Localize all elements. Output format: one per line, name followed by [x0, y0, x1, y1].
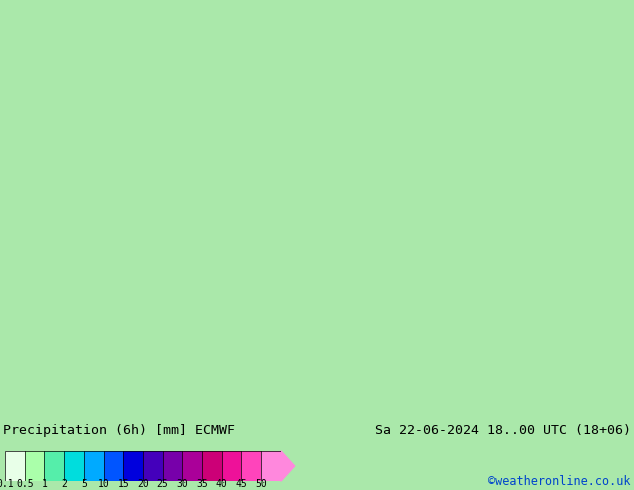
Text: 10: 10 — [98, 479, 110, 490]
Text: 0.5: 0.5 — [16, 479, 34, 490]
Text: 30: 30 — [176, 479, 188, 490]
Text: 50: 50 — [256, 479, 267, 490]
Text: 0.1: 0.1 — [0, 479, 14, 490]
Bar — [25, 451, 44, 481]
Bar — [261, 451, 281, 481]
Text: 1: 1 — [42, 479, 48, 490]
Bar — [84, 451, 103, 481]
Bar — [5, 451, 25, 481]
Text: 15: 15 — [117, 479, 129, 490]
Bar — [103, 451, 123, 481]
Text: ©weatheronline.co.uk: ©weatheronline.co.uk — [488, 474, 631, 488]
Bar — [183, 451, 202, 481]
Bar — [242, 451, 261, 481]
Text: Precipitation (6h) [mm] ECMWF: Precipitation (6h) [mm] ECMWF — [3, 424, 235, 437]
Text: 40: 40 — [216, 479, 228, 490]
Polygon shape — [281, 451, 295, 481]
Text: 35: 35 — [196, 479, 208, 490]
Text: 5: 5 — [81, 479, 87, 490]
Text: Sa 22-06-2024 18..00 UTC (18+06): Sa 22-06-2024 18..00 UTC (18+06) — [375, 424, 631, 437]
Text: 45: 45 — [236, 479, 247, 490]
Bar — [163, 451, 183, 481]
Bar — [202, 451, 222, 481]
Bar — [123, 451, 143, 481]
Text: 20: 20 — [137, 479, 149, 490]
Bar — [64, 451, 84, 481]
Text: 25: 25 — [157, 479, 169, 490]
Bar — [143, 451, 163, 481]
Bar — [222, 451, 242, 481]
Text: 2: 2 — [61, 479, 67, 490]
Bar — [44, 451, 64, 481]
